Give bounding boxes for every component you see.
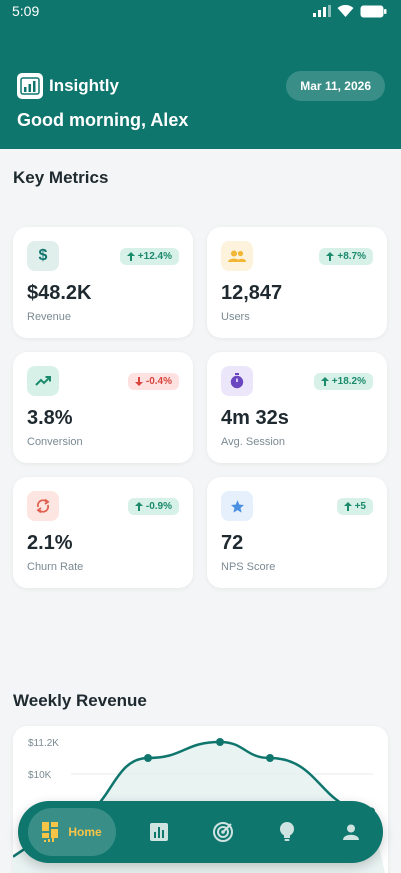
section-title-key-metrics: Key Metrics xyxy=(13,168,109,187)
y-tick-label: $10K xyxy=(28,770,52,781)
chart-icon xyxy=(150,823,168,841)
nav-home-label: Home xyxy=(68,825,102,839)
status-time: 5:09 xyxy=(12,3,40,19)
radar-icon xyxy=(213,822,233,842)
metric-label: NPS Score xyxy=(221,561,276,573)
trending-up-icon xyxy=(27,366,59,396)
sync-icon xyxy=(27,491,59,521)
arrow-down-icon xyxy=(134,377,143,386)
data-point[interactable] xyxy=(216,738,224,746)
change-badge: +8.7% xyxy=(319,248,373,265)
arrow-up-icon xyxy=(126,252,135,261)
date-pill[interactable]: Mar 11, 2026 xyxy=(286,71,385,101)
nav-insights[interactable] xyxy=(273,818,301,846)
metric-card-conversion[interactable]: -0.4% 3.8% Conversion xyxy=(13,352,193,463)
metric-label: Churn Rate xyxy=(27,561,84,573)
metric-label: Revenue xyxy=(27,311,72,323)
metric-card-revenue[interactable]: $ +12.4% $48.2K Revenue xyxy=(13,227,193,338)
profile-icon xyxy=(343,824,359,840)
data-point[interactable] xyxy=(144,754,152,762)
metric-label: Avg. Session xyxy=(221,436,286,448)
dollar-icon: $ xyxy=(27,241,59,271)
metric-value: 12,847 xyxy=(221,282,283,304)
battery-icon xyxy=(360,5,387,17)
metric-card-users[interactable]: +8.7% 12,847 Users xyxy=(207,227,387,338)
change-badge: -0.9% xyxy=(127,498,179,515)
metric-card-avg-session[interactable]: +18.2% 4m 32s Avg. Session xyxy=(207,352,387,463)
metric-card-churn-rate[interactable]: -0.9% 2.1% Churn Rate xyxy=(13,477,193,588)
arrow-up-icon xyxy=(343,502,352,511)
users-icon xyxy=(221,241,253,271)
nav-profile[interactable] xyxy=(337,818,365,846)
nav-analytics[interactable] xyxy=(145,818,173,846)
nav-radar[interactable] xyxy=(209,818,237,846)
metric-value: 72 xyxy=(221,532,244,554)
arrow-up-icon xyxy=(134,502,143,511)
data-point[interactable] xyxy=(266,754,274,762)
dashboard-icon xyxy=(42,822,59,842)
timer-icon xyxy=(221,366,253,396)
metric-label: Conversion xyxy=(27,436,83,448)
signal-icon xyxy=(313,5,331,17)
arrow-up-icon xyxy=(320,377,329,386)
star-icon xyxy=(221,491,253,521)
metric-label: Users xyxy=(221,311,250,323)
metric-value: $48.2K xyxy=(27,282,92,304)
metrics-grid: $ +12.4% $48.2K Revenue +8.7% 12,847 Use… xyxy=(13,227,388,588)
metric-card-nps-score[interactable]: +5 72 NPS Score xyxy=(207,477,387,588)
change-badge: -0.4% xyxy=(127,373,179,390)
greeting: Good morning, Alex xyxy=(17,110,189,130)
y-tick-label: $11.2K xyxy=(28,738,59,749)
change-badge: +18.2% xyxy=(313,373,373,390)
status-bar: 5:09 xyxy=(12,0,387,22)
section-title-weekly-revenue: Weekly Revenue xyxy=(13,691,147,710)
metric-value: 4m 32s xyxy=(221,407,289,429)
metric-value: 3.8% xyxy=(27,407,73,429)
app-name: Insightly xyxy=(49,76,119,95)
bottom-nav: Home xyxy=(18,801,383,863)
change-badge: +12.4% xyxy=(119,248,179,265)
app-header: 5:09 Insightly xyxy=(0,0,401,149)
arrow-up-icon xyxy=(326,252,335,261)
wifi-icon xyxy=(337,5,354,17)
change-badge: +5 xyxy=(336,498,373,515)
metric-value: 2.1% xyxy=(27,532,73,554)
lightbulb-icon xyxy=(280,822,294,841)
app-logo-icon xyxy=(17,73,43,99)
brand: Insightly xyxy=(17,73,119,99)
nav-home[interactable]: Home xyxy=(28,808,116,856)
